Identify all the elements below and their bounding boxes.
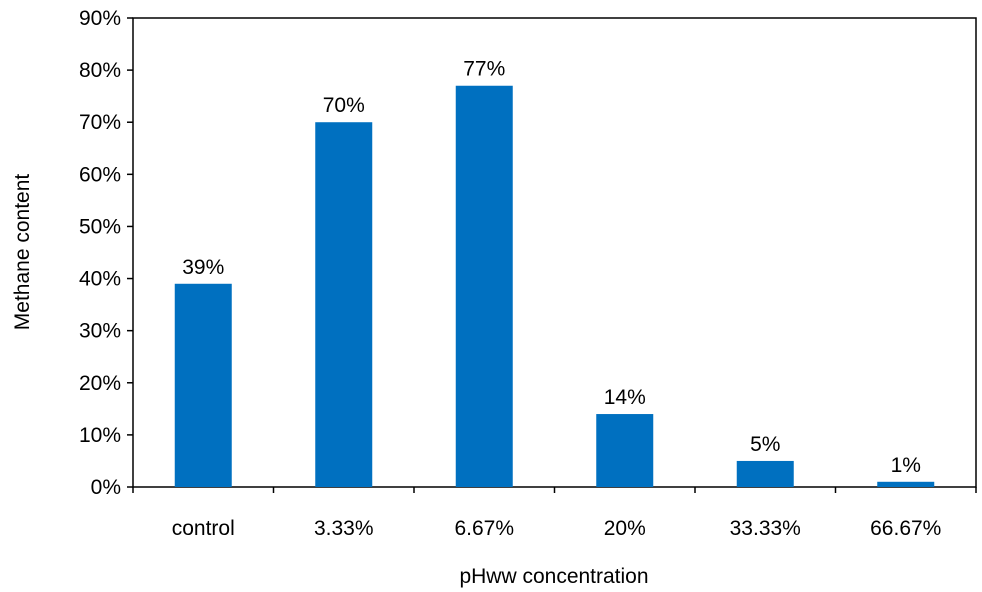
y-tick-label: 90%	[79, 7, 121, 30]
bars	[174, 85, 935, 487]
bar-5	[877, 481, 935, 487]
data-label-5: 1%	[891, 454, 921, 477]
bar-0	[174, 283, 232, 487]
y-axis: 0% 10% 20% 30% 40% 50% 60% 70% 80% 90%	[79, 7, 133, 499]
y-tick-label: 50%	[79, 215, 121, 238]
data-label-3: 14%	[604, 386, 646, 409]
x-tick-label: control	[172, 517, 235, 540]
data-label-1: 70%	[323, 94, 365, 117]
x-tick-label: 20%	[604, 517, 646, 540]
plot-frame	[132, 17, 977, 488]
bar-1	[315, 122, 373, 487]
data-label-0: 39%	[182, 256, 224, 279]
x-tick-label: 3.33%	[314, 517, 374, 540]
data-label-2: 77%	[463, 58, 505, 81]
bar-4	[736, 460, 794, 487]
y-tick-label: 40%	[79, 268, 121, 291]
y-tick-label: 60%	[79, 163, 121, 186]
x-tick-label: 33.33%	[730, 517, 801, 540]
x-tick-label: 66.67%	[870, 517, 941, 540]
bar-2	[455, 85, 513, 487]
y-tick-label: 70%	[79, 111, 121, 134]
x-axis-title: pHww concentration	[459, 565, 648, 588]
y-tick-label: 10%	[79, 424, 121, 447]
bar-3	[596, 414, 654, 487]
data-labels: 39% 70% 77% 14% 5% 1%	[182, 58, 921, 477]
data-label-4: 5%	[750, 433, 780, 456]
y-axis-title: Methane content	[11, 174, 34, 331]
y-tick-label: 30%	[79, 320, 121, 343]
y-tick-label: 80%	[79, 59, 121, 82]
x-axis: control 3.33% 6.67% 20% 33.33% 66.67%	[132, 487, 977, 540]
y-tick-label: 20%	[79, 372, 121, 395]
y-tick-label: 0%	[91, 476, 121, 499]
x-tick-label: 6.67%	[454, 517, 514, 540]
